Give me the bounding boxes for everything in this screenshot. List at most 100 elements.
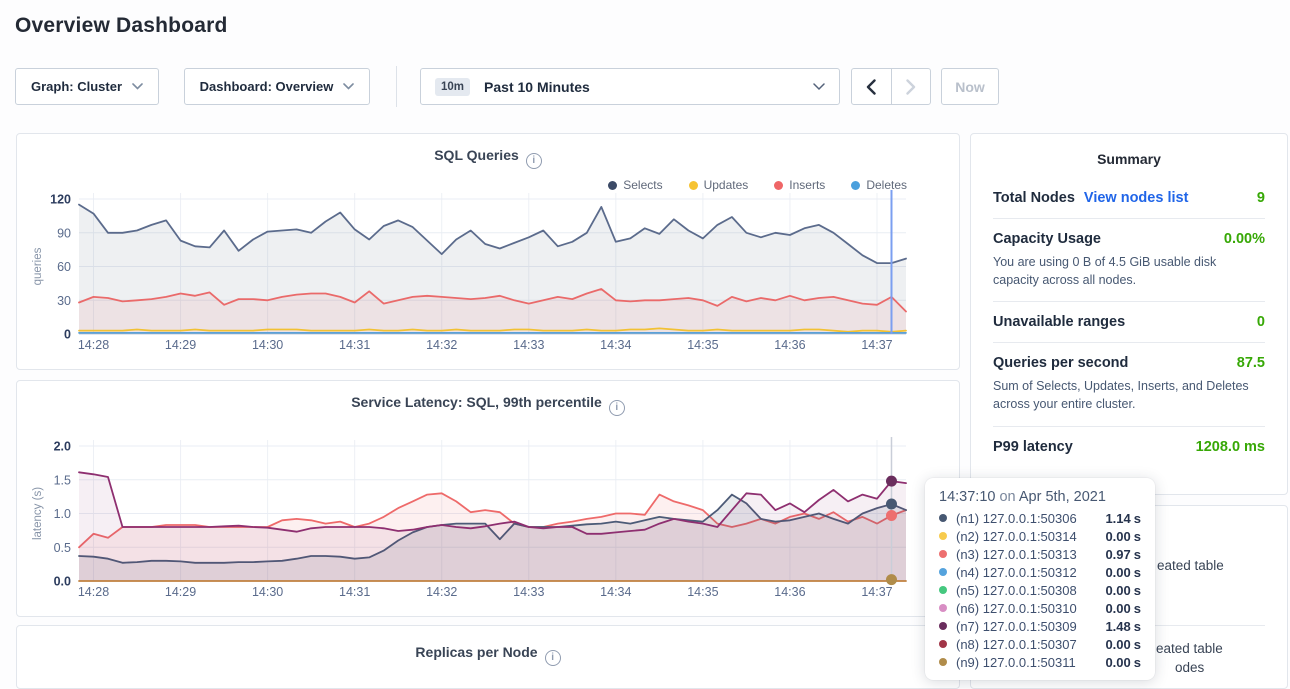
svg-text:14:35: 14:35 <box>687 585 718 599</box>
svg-text:14:36: 14:36 <box>774 585 805 599</box>
svg-text:14:34: 14:34 <box>600 338 631 352</box>
prev-time-window-button[interactable] <box>852 69 891 104</box>
now-button[interactable]: Now <box>941 68 999 105</box>
legend-label: Updates <box>703 178 749 192</box>
svg-text:14:36: 14:36 <box>774 338 805 352</box>
node-color-dot <box>939 586 947 594</box>
chevron-down-icon <box>132 83 143 90</box>
summary-row: Capacity Usage 0.00% You are using 0 B of … <box>993 218 1265 301</box>
info-icon[interactable]: i <box>608 399 625 416</box>
node-latency-value: 0.00 <box>1105 564 1131 580</box>
legend-dot <box>608 180 618 190</box>
tooltip-node-row: (n3) 127.0.0.1:50313 0.97 s <box>939 545 1141 563</box>
svg-text:14:28: 14:28 <box>78 585 109 599</box>
service-latency-title-text: Service Latency: SQL, 99th percentile <box>351 394 602 410</box>
graph-dropdown-label: Graph: Cluster <box>30 79 122 94</box>
legend-item-inserts[interactable]: Inserts <box>774 178 825 192</box>
node-color-dot <box>939 532 947 540</box>
node-address: (n2) 127.0.0.1:50314 <box>956 528 1077 544</box>
chevron-down-icon <box>813 82 825 90</box>
svg-text:14:35: 14:35 <box>687 338 718 352</box>
tooltip-timestamp: 14:37:10 on Apr 5th, 2021 <box>939 489 1141 505</box>
node-latency-unit: s <box>1133 510 1141 526</box>
legend-item-updates[interactable]: Updates <box>688 178 749 192</box>
page-title: Overview Dashboard <box>15 14 228 37</box>
summary-row-label: Capacity Usage <box>993 231 1101 247</box>
node-latency-unit: s <box>1133 564 1141 580</box>
summary-row: Total Nodes View nodes list 9 <box>993 178 1265 218</box>
tooltip-node-row: (n1) 127.0.0.1:50306 1.14 s <box>939 509 1141 527</box>
tooltip-on-word: on <box>999 489 1016 505</box>
tooltip-time: 14:37:10 <box>939 489 996 505</box>
sql-queries-chart-canvas[interactable]: 0 30 60 90 120 14:28 14:29 14:30 14:31 14:32 14:33… <box>17 189 961 359</box>
node-address: (n9) 127.0.0.1:50311 <box>956 654 1076 670</box>
node-latency-value: 0.00 <box>1105 582 1131 598</box>
view-nodes-list-link[interactable]: View nodes list <box>1083 190 1189 206</box>
node-latency-value: 1.48 <box>1105 618 1131 634</box>
legend-label: Selects <box>623 178 663 192</box>
chevron-left-icon <box>867 78 876 95</box>
svg-text:14:29: 14:29 <box>165 585 196 599</box>
time-window-label: Past 10 Minutes <box>484 78 590 95</box>
node-latency-value: 0.97 <box>1105 546 1131 562</box>
summary-panel: Summary Total Nodes View nodes list 9 Capac… <box>970 133 1288 495</box>
node-latency-unit: s <box>1133 636 1141 652</box>
event-row-fragment: eated table <box>1156 641 1223 656</box>
info-icon[interactable]: i <box>544 649 561 666</box>
next-time-window-button[interactable] <box>890 69 931 104</box>
service-latency-chart-canvas[interactable]: 0.0 0.5 1.0 1.5 2.0 14:28 14:29 14:30 14:31 14:32… <box>17 436 961 606</box>
sql-queries-panel: SQL Queries i Selects Updates Inserts Delete… <box>16 133 960 370</box>
dashboard-dropdown[interactable]: Dashboard: Overview <box>184 68 370 105</box>
svg-text:120: 120 <box>50 193 71 207</box>
summary-row-label: Total Nodes <box>993 190 1075 206</box>
node-latency-value: 0.00 <box>1105 528 1131 544</box>
info-icon[interactable]: i <box>525 152 542 169</box>
svg-text:30: 30 <box>57 294 71 308</box>
svg-text:60: 60 <box>57 260 71 274</box>
node-latency-unit: s <box>1133 654 1141 670</box>
node-latency-unit: s <box>1133 528 1141 544</box>
node-latency-unit: s <box>1133 618 1141 634</box>
legend-item-deletes[interactable]: Deletes <box>851 178 907 192</box>
summary-row-value: 0.00% <box>1223 231 1265 247</box>
service-latency-title: Service Latency: SQL, 99th percentile i <box>17 394 959 416</box>
service-latency-panel: Service Latency: SQL, 99th percentile i 0… <box>16 380 960 617</box>
svg-text:14:30: 14:30 <box>252 338 283 352</box>
chevron-right-icon <box>906 78 915 95</box>
node-latency-unit: s <box>1133 582 1141 598</box>
summary-row-description: Sum of Selects, Updates, Inserts, and De… <box>993 379 1249 412</box>
svg-text:14:28: 14:28 <box>78 338 109 352</box>
summary-row-label: Queries per second <box>993 355 1129 372</box>
tooltip-node-row: (n5) 127.0.0.1:50308 0.00 s <box>939 581 1141 599</box>
toolbar-divider <box>396 66 397 107</box>
svg-text:14:37: 14:37 <box>861 338 892 352</box>
node-latency-value: 0.00 <box>1105 654 1131 670</box>
dashboard-dropdown-label: Dashboard: Overview <box>199 79 334 94</box>
svg-text:queries: queries <box>32 247 44 285</box>
node-color-dot <box>939 604 947 612</box>
node-address: (n4) 127.0.0.1:50312 <box>956 564 1077 580</box>
replicas-per-node-title-text: Replicas per Node <box>415 644 538 660</box>
summary-row-label: P99 latency <box>993 438 1073 455</box>
time-window-badge: 10m <box>435 77 471 96</box>
summary-row: Queries per second 87.5 Sum of Selects, Up… <box>993 342 1265 425</box>
legend-label: Deletes <box>866 178 907 192</box>
sql-queries-title-text: SQL Queries <box>434 147 519 163</box>
tooltip-node-row: (n6) 127.0.0.1:50310 0.00 s <box>939 599 1141 617</box>
summary-row-description: You are using 0 B of 4.5 GiB usable disk… <box>993 255 1217 288</box>
svg-text:14:31: 14:31 <box>339 338 370 352</box>
legend-label: Inserts <box>789 178 826 192</box>
svg-text:0: 0 <box>64 328 71 342</box>
node-color-dot <box>939 658 947 666</box>
svg-text:0.0: 0.0 <box>54 575 71 589</box>
sql-queries-title: SQL Queries i <box>17 147 959 169</box>
legend-item-selects[interactable]: Selects <box>608 178 663 192</box>
svg-text:14:33: 14:33 <box>513 585 544 599</box>
node-address: (n5) 127.0.0.1:50308 <box>956 582 1077 598</box>
node-latency-value: 0.00 <box>1105 636 1131 652</box>
sql-queries-legend: Selects Updates Inserts Deletes <box>608 178 907 192</box>
time-window-dropdown[interactable]: 10m Past 10 Minutes <box>420 68 840 105</box>
node-address: (n6) 127.0.0.1:50310 <box>956 600 1077 616</box>
graph-dropdown[interactable]: Graph: Cluster <box>15 68 159 105</box>
chevron-down-icon <box>343 83 355 90</box>
